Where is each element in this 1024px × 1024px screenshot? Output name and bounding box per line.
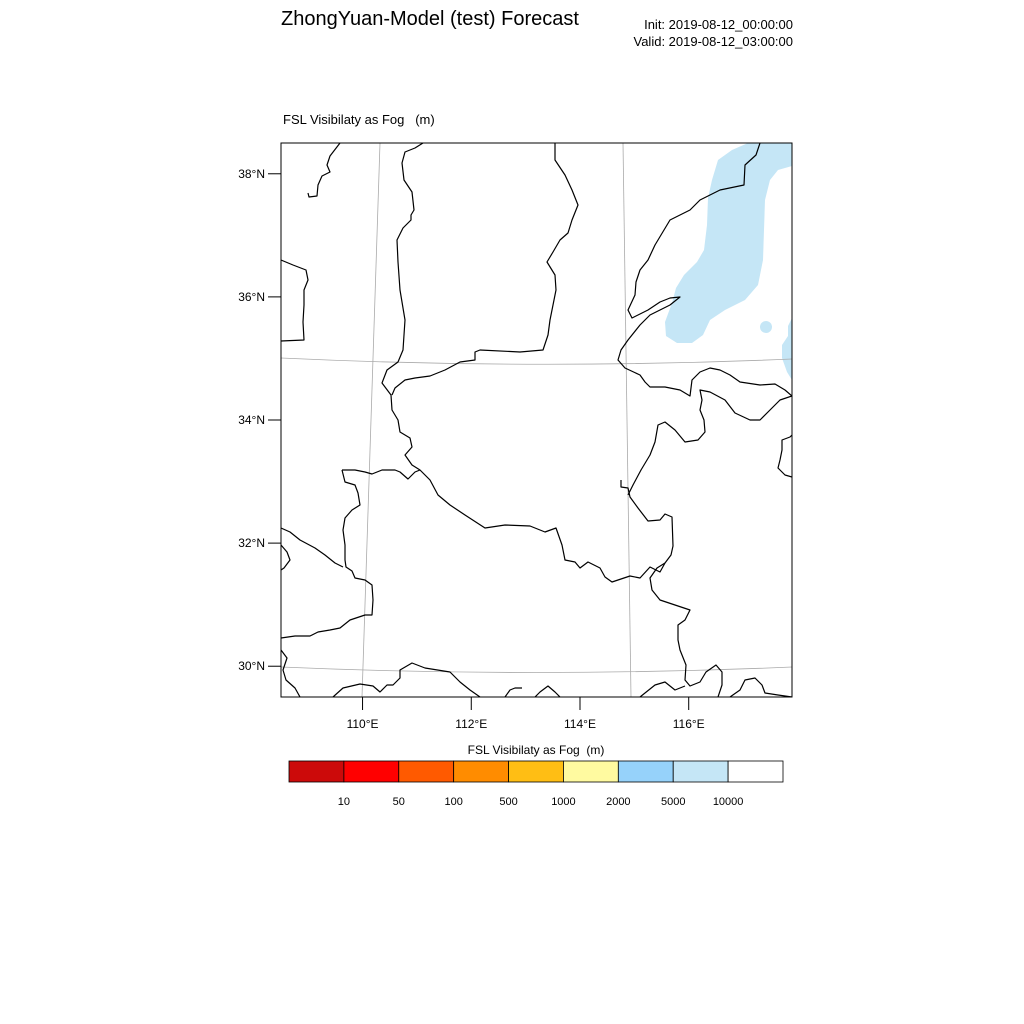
- colorbar-swatch: [672, 760, 729, 783]
- boundary-line: [627, 389, 792, 496]
- colorbar-title: FSL Visibilaty as Fog (m): [467, 743, 605, 757]
- colorbar-swatch: [398, 760, 455, 783]
- colorbar-label: 10000: [713, 796, 744, 808]
- graticule: [281, 143, 792, 697]
- map-plot-area: [281, 143, 792, 697]
- boundary-line: [649, 562, 723, 697]
- boundary-line: [504, 687, 522, 697]
- graticule-lon-110: [361, 143, 381, 697]
- graticule-lat-30: [281, 666, 792, 673]
- colorbar-label: 5000: [661, 796, 685, 808]
- province-boundaries: [281, 143, 792, 697]
- colorbar-swatch: [288, 760, 345, 783]
- boundary-line: [281, 649, 301, 697]
- lon-tick-label: 110°E: [347, 717, 379, 731]
- map-title: ZhongYuan-Model (test) Forecast: [281, 8, 579, 30]
- fog-area-small: [760, 321, 772, 333]
- colorbar: 10 50 100 500 1000 2000 5000 10000: [288, 760, 784, 808]
- plot-subtitle: FSL Visibilaty as Fog (m): [283, 112, 435, 127]
- boundary-line: [281, 259, 309, 342]
- fog-area-main: [665, 143, 792, 343]
- lat-tick-label: 36°N: [238, 290, 265, 304]
- colorbar-label: 500: [499, 796, 517, 808]
- colorbar-label: 100: [444, 796, 462, 808]
- boundary-line: [342, 469, 421, 480]
- init-time-label: Init: 2019-08-12_00:00:00: [644, 17, 793, 32]
- boundary-line: [381, 143, 674, 583]
- boundary-line: [617, 143, 792, 397]
- fog-areas: [665, 143, 792, 380]
- lon-tick-label: 114°E: [564, 717, 596, 731]
- boundary-line: [777, 434, 792, 478]
- lon-tick-label: 112°E: [455, 717, 487, 731]
- colorbar-label: 50: [393, 796, 405, 808]
- longitude-axis: 110°E 112°E 114°E 116°E: [347, 697, 705, 731]
- boundary-line: [332, 662, 481, 697]
- boundary-line: [729, 677, 792, 697]
- lat-tick-label: 30°N: [238, 659, 265, 673]
- boundary-line: [307, 143, 341, 198]
- colorbar-swatch: [617, 760, 674, 783]
- latitude-axis: 38°N 36°N 34°N 32°N 30°N: [238, 167, 281, 673]
- boundary-line: [281, 527, 344, 568]
- colorbar-swatch: [563, 760, 619, 783]
- colorbar-label: 10: [338, 796, 350, 808]
- colorbar-swatch: [453, 760, 509, 783]
- valid-time-label: Valid: 2019-08-12_03:00:00: [633, 34, 794, 49]
- colorbar-swatch: [508, 760, 564, 783]
- colorbar-swatch: [343, 760, 400, 783]
- boundary-line: [281, 469, 374, 639]
- fog-area-east: [782, 318, 792, 380]
- graticule-lat-35: [281, 357, 792, 365]
- boundary-line: [639, 681, 686, 697]
- lat-tick-label: 34°N: [238, 413, 265, 427]
- colorbar-label: 2000: [606, 796, 630, 808]
- lon-tick-label: 116°E: [673, 717, 705, 731]
- colorbar-label: 1000: [551, 796, 575, 808]
- lat-tick-label: 32°N: [238, 536, 265, 550]
- boundary-line: [281, 544, 291, 571]
- graticule-lon-115: [622, 143, 632, 697]
- boundary-line: [391, 143, 579, 396]
- lat-tick-label: 38°N: [238, 167, 265, 181]
- colorbar-swatch: [727, 760, 784, 783]
- boundary-line: [534, 685, 561, 697]
